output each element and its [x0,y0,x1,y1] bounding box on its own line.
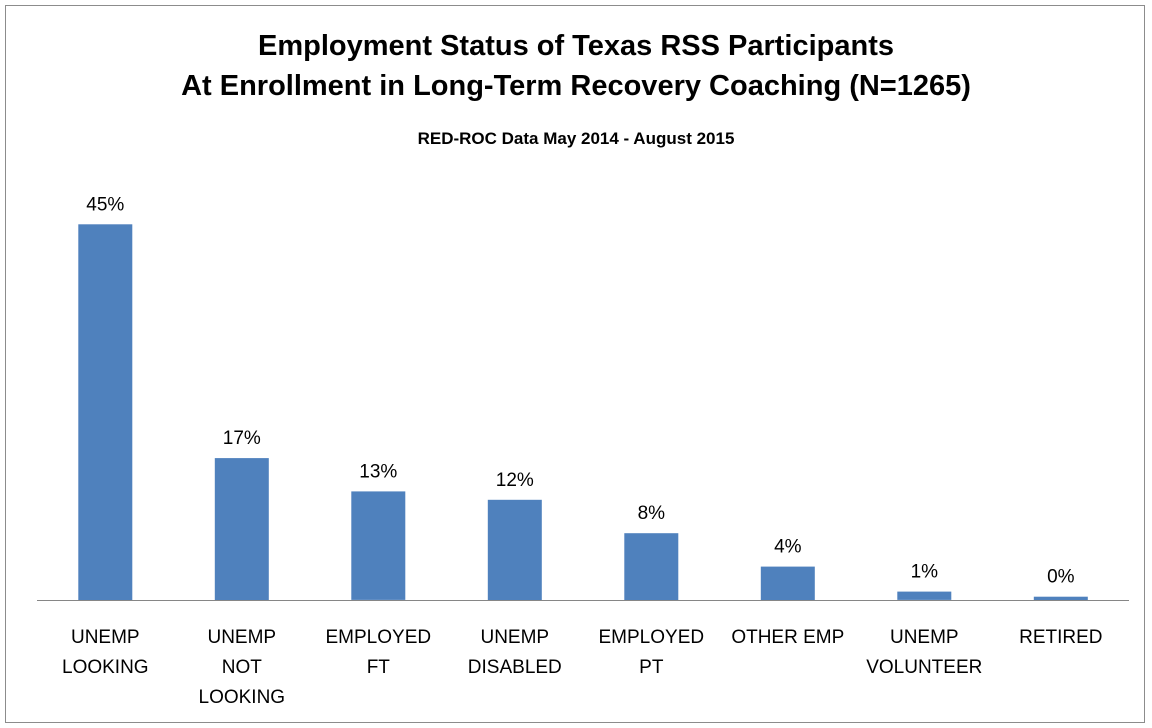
data-label-0: 45% [86,194,124,215]
data-label-6: 1% [911,562,939,583]
category-label-1-line-2: LOOKING [199,687,286,708]
bar-7 [1033,596,1088,600]
category-label-1-line-0: UNEMP [207,627,276,648]
bar-5 [760,566,815,600]
category-label-5-line-0: OTHER EMP [731,627,844,648]
bar-1 [214,458,269,600]
category-label-7-line-0: RETIRED [1019,627,1102,648]
bar-6 [897,591,952,600]
data-label-1: 17% [223,428,261,449]
category-label-6-line-0: UNEMP [890,627,959,648]
bar-0 [78,224,133,601]
category-label-0-line-0: UNEMP [71,627,140,648]
chart-title: Employment Status of Texas RSS Participa… [257,30,895,62]
chart-subtitle: RED-ROC Data May 2014 - August 2015 [417,129,735,148]
category-label-2-line-1: FT [367,657,391,678]
data-label-4: 8% [638,503,666,524]
data-label-2: 13% [359,461,397,482]
category-label-1-line-1: NOT [222,657,263,678]
chart-title-line2: At Enrollment in Long-Term Recovery Coac… [181,70,971,102]
bar-3 [487,499,542,600]
category-label-4-line-0: EMPLOYED [599,627,705,648]
data-label-3: 12% [496,470,534,491]
data-label-7: 0% [1047,567,1075,588]
category-label-6-line-1: VOLUNTEER [866,657,982,678]
bar-4 [624,533,679,600]
chart-frame [5,5,1145,723]
category-label-3-line-1: DISABLED [468,657,562,678]
category-label-4-line-1: PT [639,657,664,678]
category-label-3-line-0: UNEMP [480,627,549,648]
bar-2 [351,491,406,600]
data-label-5: 4% [774,537,802,558]
category-label-2-line-0: EMPLOYED [326,627,432,648]
category-label-0-line-1: LOOKING [62,657,149,678]
